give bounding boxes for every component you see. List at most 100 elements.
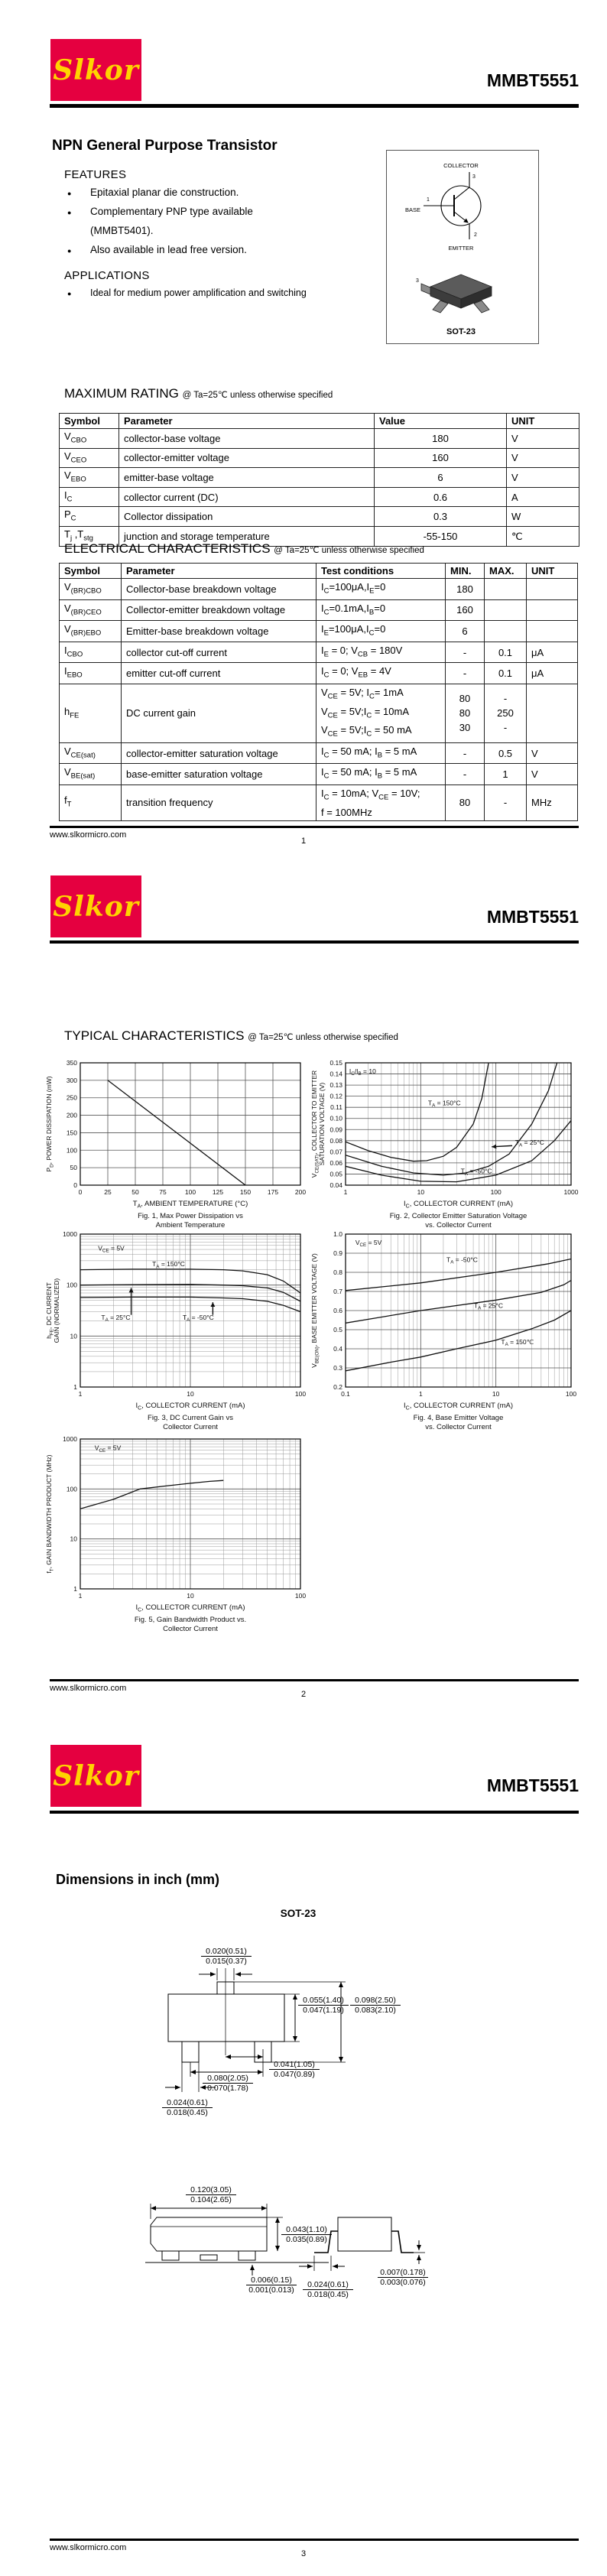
svg-text:100: 100 — [67, 1282, 77, 1289]
svg-text:GAIN (NORMALIZED): GAIN (NORMALIZED) — [53, 1278, 60, 1343]
cell — [526, 683, 578, 743]
svg-text:Collector Current: Collector Current — [163, 1423, 218, 1431]
cell: - — [445, 641, 485, 664]
cell: collector current (DC) — [118, 486, 375, 508]
svg-text:100: 100 — [295, 1592, 306, 1600]
max-rating-heading: MAXIMUM RATING @ Ta=25℃ unless otherwise… — [64, 386, 333, 401]
cell: VCBO — [59, 428, 119, 449]
table-row: VEBO emitter-base voltage 6 V — [59, 467, 579, 488]
svg-text:IC, COLLECTOR CURRENT (mA): IC, COLLECTOR CURRENT (mA) — [135, 1402, 245, 1411]
svg-text:75: 75 — [159, 1188, 167, 1196]
cell: IC=0.1mA,IB=0 — [316, 599, 446, 622]
features-title: FEATURES — [64, 168, 127, 181]
svg-text:0.04: 0.04 — [329, 1181, 342, 1189]
svg-text:50: 50 — [131, 1188, 139, 1196]
svg-text:VCE = 5V: VCE = 5V — [95, 1444, 122, 1453]
sot23-3d-drawing: 3 — [416, 274, 493, 313]
part-number: MMBT5551 — [486, 70, 579, 90]
dim-lead-width: 0.024(0.61) 0.018(0.45) — [162, 2098, 213, 2117]
package-name-label: SOT-23 — [446, 327, 476, 336]
svg-text:10: 10 — [417, 1188, 425, 1196]
base-pin-number: 1 — [427, 197, 430, 203]
cell: junction and storage temperature — [118, 525, 375, 547]
cell: A — [506, 486, 579, 508]
svg-text:vs. Collector Current: vs. Collector Current — [425, 1221, 492, 1230]
cell: 0.1 — [484, 641, 527, 664]
svg-text:TA = 150°C: TA = 150°C — [428, 1099, 461, 1108]
dim-lead-pitch: 0.080(2.05) 0.070(1.78) — [203, 2074, 253, 2093]
cell: 1 — [484, 763, 527, 785]
cell: ICBO — [59, 641, 122, 664]
fig2-vcesat-chart: IC/IB = 10 TA = 150°C TA = 25°C TA = -50°C 1… — [310, 1052, 579, 1241]
cell: 180 — [374, 428, 507, 449]
svg-text:350: 350 — [67, 1059, 77, 1067]
table-row: PC Collector dissipation 0.3 W — [59, 506, 579, 527]
cell: μA — [526, 641, 578, 664]
svg-text:VCE = 5V: VCE = 5V — [355, 1239, 382, 1248]
svg-text:Fig. 5, Gain Bandwidth Product: Fig. 5, Gain Bandwidth Product vs. — [135, 1616, 246, 1624]
table-row: V(BR)CBO Collector-base breakdown voltage… — [59, 578, 578, 600]
transistor-symbol-drawing: COLLECTOR 3 1 BASE 2 EMITTER — [405, 162, 493, 336]
svg-text:fT, GAIN BANDWIDTH PRODUCT (MH: fT, GAIN BANDWIDTH PRODUCT (MHz) — [45, 1454, 54, 1573]
svg-text:150: 150 — [67, 1129, 77, 1136]
cell: -55-150 — [374, 525, 507, 547]
cell: V(BR)EBO — [59, 620, 122, 642]
max-rating-subtitle: @ Ta=25℃ unless otherwise specified — [182, 391, 333, 400]
dimensions-heading: Dimensions in inch (mm) — [56, 1872, 220, 1887]
cell: V — [506, 467, 579, 488]
svg-text:10: 10 — [187, 1592, 194, 1600]
cell: 0.1 — [484, 662, 527, 684]
svg-text:IC, COLLECTOR CURRENT (mA): IC, COLLECTOR CURRENT (mA) — [135, 1603, 245, 1613]
applications-title: APPLICATIONS — [64, 269, 150, 282]
cell: IC=100μA,IE=0 — [316, 578, 446, 600]
elec-char-title: ELECTRICAL CHARACTERISTICS — [64, 541, 271, 556]
table-row: ICBO collector cut-off current IE = 0; VCB… — [59, 641, 578, 664]
svg-text:TA = -50°C: TA = -50°C — [183, 1314, 214, 1323]
cell: 0.3 — [374, 506, 507, 527]
brand-logo-text: Slkor — [53, 890, 139, 923]
cell: - — [445, 742, 485, 765]
svg-text:IC, COLLECTOR CURRENT (mA): IC, COLLECTOR CURRENT (mA) — [404, 1200, 513, 1210]
svg-text:0.10: 0.10 — [329, 1115, 342, 1122]
footer-rule — [50, 2539, 579, 2541]
svg-text:100: 100 — [491, 1188, 502, 1196]
svg-text:125: 125 — [213, 1188, 223, 1196]
table-row: IEBO emitter cut-off current IC = 0; VEB =… — [59, 662, 578, 684]
cell: 6 — [445, 620, 485, 642]
svg-text:10: 10 — [70, 1535, 78, 1543]
cell: Parameter — [121, 563, 316, 579]
cell: 80 80 30 — [445, 683, 485, 743]
svg-text:300: 300 — [67, 1077, 77, 1084]
svg-text:10: 10 — [492, 1390, 500, 1398]
svg-text:IC, COLLECTOR CURRENT (mA): IC, COLLECTOR CURRENT (mA) — [404, 1402, 513, 1411]
part-number: MMBT5551 — [486, 1775, 579, 1795]
header-rule — [50, 104, 579, 108]
cell: IC — [59, 486, 119, 508]
svg-text:1: 1 — [419, 1390, 423, 1398]
svg-text:1000: 1000 — [63, 1230, 77, 1238]
cell: collector-emitter saturation voltage — [121, 742, 316, 765]
cell: fT — [59, 784, 122, 821]
svg-text:1: 1 — [79, 1592, 83, 1600]
cell: VCEO — [59, 447, 119, 469]
fig1-power-dissipation-chart: 0 25 50 75 100 125 150 175 200 0 50 100 150 200 250 300… — [44, 1052, 308, 1241]
svg-text:1000: 1000 — [564, 1188, 579, 1196]
table-row: V(BR)CEO Collector-emitter breakdown volt… — [59, 599, 578, 622]
cell: VEBO — [59, 467, 119, 488]
dim-body-height: 0.055(1.40) 0.047(1.19) — [298, 1996, 349, 2015]
feature-item: Epitaxial planar die construction. — [90, 187, 239, 198]
svg-text:VBE(ON), BASE EMITTER VOLTAGE: VBE(ON), BASE EMITTER VOLTAGE (V) — [310, 1253, 320, 1368]
cell: IC = 0; VEB = 4V — [316, 662, 446, 684]
cell: 0.6 — [374, 486, 507, 508]
cell: V — [506, 447, 579, 469]
emitter-label: EMITTER — [449, 245, 474, 252]
cell: collector-base voltage — [118, 428, 375, 449]
max-rating-table-wrap: Symbol Parameter Value UNIT VCBO collector-ba… — [59, 413, 579, 547]
cell: 6 — [374, 467, 507, 488]
max-rating-table-body: Symbol Parameter Value UNIT VCBO collector-ba… — [59, 413, 579, 547]
svg-text:0.08: 0.08 — [329, 1137, 342, 1145]
application-item: Ideal for medium power amplification and… — [90, 287, 307, 298]
table-row: fT transition frequency IC = 10mA; VCE = 1… — [59, 784, 578, 821]
bullet-icon: ● — [67, 209, 72, 216]
table-row: VCE(sat) collector-emitter saturation vol… — [59, 742, 578, 765]
